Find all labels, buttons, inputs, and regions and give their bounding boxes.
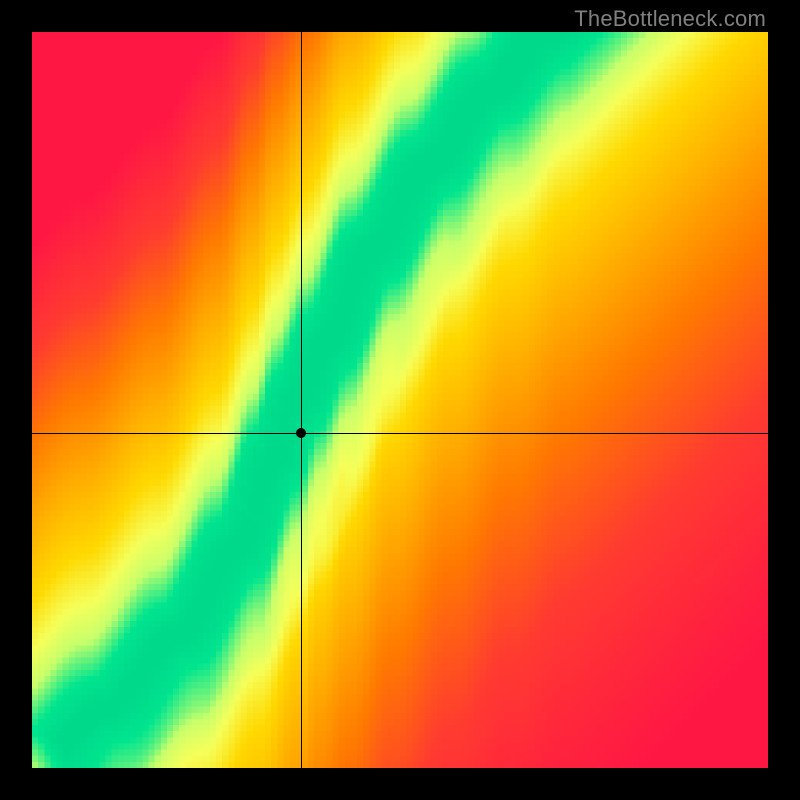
- heatmap-canvas: [32, 32, 768, 768]
- watermark-text: TheBottleneck.com: [574, 6, 766, 32]
- crosshair-vertical: [301, 32, 302, 768]
- crosshair-marker-dot: [296, 428, 306, 438]
- heatmap-plot-area: [32, 32, 768, 768]
- crosshair-horizontal: [32, 433, 768, 434]
